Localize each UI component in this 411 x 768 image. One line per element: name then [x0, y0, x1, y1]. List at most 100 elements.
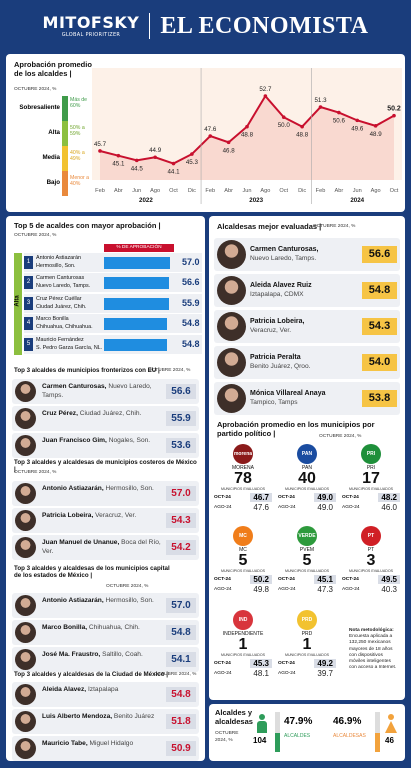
x-tick-label: Feb [205, 188, 215, 194]
rank-badge: 4 [24, 317, 33, 331]
data-point [373, 124, 378, 128]
party-ago-row: AGO-24 39.7 [277, 669, 337, 678]
alcaldesa-name: Aleida Alavez Ruiz [250, 282, 312, 289]
oct-value: 45.3 [250, 659, 272, 668]
party-name: PRI [366, 465, 376, 471]
party-name: MC [239, 547, 247, 553]
ago-value: 47.6 [253, 503, 269, 512]
party-logo-icon: PT [361, 526, 381, 546]
alcaldesas-subtitle: OCTUBRE 2024, % [313, 224, 356, 229]
year-label: 2024 [350, 197, 364, 204]
partidos-subtitle: OCTUBRE 2024, % [319, 434, 362, 439]
men-pct: 47.9% [284, 716, 313, 727]
alcaldesa-card: Aleida Alavez Ruiz Iztapalapa, CDMX 54.8 [214, 274, 400, 307]
data-point [153, 155, 157, 160]
top5-row: 1 Antonio Astiazarán Hermosillo, Son. 57.0 [24, 253, 202, 273]
top5-bar [104, 318, 167, 331]
oct-value: 49.0 [314, 493, 336, 502]
list-item: Antonio Astiazarán, Hermosillo, Son. 57.0 [12, 481, 199, 506]
band-range: Más de 60% [70, 97, 88, 110]
list-item-city: Saltillo, Coah. [100, 651, 143, 658]
avatar [15, 435, 36, 456]
top5-list: 1 Antonio Astiazarán Hermosillo, Son. 57.0 2… [24, 253, 202, 355]
band-range: Menor a 40% [70, 175, 90, 188]
party-count: 17 [362, 470, 380, 487]
list-item-city: Benito Juárez [112, 713, 155, 720]
women-count: 46 [385, 736, 394, 745]
top5-value: 56.6 [182, 277, 200, 288]
data-label: 50.6 [333, 118, 346, 125]
top5-value: 54.8 [182, 318, 200, 329]
avatar [217, 276, 246, 305]
man-icon [255, 714, 269, 734]
alcaldesa-name: Carmen Canturosas, [250, 246, 319, 253]
methodology-note: Nota metodológica: Encuesta aplicada a 1… [349, 628, 399, 672]
data-point [318, 105, 323, 109]
avatar [217, 312, 246, 341]
list-item-name: Aleida Alavez, Iztapalapa [42, 686, 119, 693]
party-card: VERDE PVEM 5 MUNICIPIOS EVALUADOS OCT-24 45.1… [277, 526, 337, 606]
year-label: 2022 [139, 197, 153, 204]
ago-value: 39.7 [317, 669, 333, 678]
data-label: 45.7 [94, 141, 107, 148]
top5-value: 55.9 [182, 297, 200, 308]
list-item-city: Veracruz, Ver. [93, 512, 137, 519]
ago-label: AGO-24 [278, 505, 296, 510]
avatar [15, 595, 36, 616]
ago-label: AGO-24 [214, 671, 232, 676]
party-card: MC MC 5 MUNICIPIOS EVALUADOS OCT-24 50.2 AGO-2… [213, 526, 273, 606]
list-item-score: 54.3 [166, 513, 196, 528]
x-tick-label: Ago [371, 188, 381, 194]
list-item-city: Nuevo Laredo, Tamps. [42, 383, 152, 399]
party-name: PT [367, 547, 375, 553]
data-label: 48.9 [370, 131, 383, 138]
band-media: Media 40% a 49% [10, 146, 90, 171]
alcaldesa-city: Nuevo Laredo, Tamps. [250, 255, 317, 262]
data-point [190, 152, 194, 156]
party-oct-row: OCT-24 48.2 [341, 493, 401, 502]
party-eval-label: MUNICIPIOS EVALUADOS [220, 487, 266, 491]
alcaldesa-city: Benito Juárez, Qroo. [250, 363, 311, 370]
x-tick-label: Feb [95, 188, 105, 194]
party-ago-row: AGO-24 49.8 [213, 585, 273, 594]
list-item: Juan Manuel de Unanue, Boca del Río, Ver… [12, 535, 199, 560]
party-logo-icon: PAN [297, 444, 317, 464]
oct-label: OCT-24 [278, 661, 295, 666]
avatar [217, 240, 246, 269]
rank-badge: 3 [24, 296, 33, 310]
right-column: Alcaldesas mejor evaluadas | OCTUBRE 202… [209, 216, 405, 700]
band-swatch [62, 146, 68, 171]
party-logo-icon: morena [233, 444, 253, 464]
oct-value: 50.2 [250, 575, 272, 584]
top5-row: 2 Carmen Canturosas Nuevo Laredo, Tamps. 56… [24, 273, 202, 294]
top5-city: Chihuahua, Chihuahua. [36, 324, 93, 331]
list-item-score: 51.8 [166, 714, 196, 729]
list-item-name: Juan Francisco Gim, Nogales, Son. [42, 437, 151, 444]
avatar [15, 483, 36, 504]
data-label: 52.7 [259, 86, 272, 93]
list-item-score: 50.9 [166, 741, 196, 756]
party-card: PT PT 3 MUNICIPIOS EVALUADOS OCT-24 49.5 AGO-2… [341, 526, 401, 606]
oct-value: 49.2 [314, 659, 336, 668]
avatar [15, 684, 36, 705]
list-item: Antonio Astiazarán, Hermosillo, Son. 57.0 [12, 593, 199, 618]
party-ago-row: AGO-24 49.0 [277, 503, 337, 512]
alcaldesa-card: Carmen Canturosas, Nuevo Laredo, Tamps. 56… [214, 238, 400, 271]
band-range: 40% a 49% [70, 150, 85, 163]
list-item: Mauricio Tabe, Miguel Hidalgo 50.9 [12, 736, 199, 761]
mitofsky-logo: MITOFSKY GLOBAL PRIORITIZER [43, 14, 140, 38]
alcaldesa-name: Patricia Peralta [250, 354, 301, 361]
chart-panel: Aprobación promedio de los alcaldes | OC… [6, 54, 405, 212]
data-point [208, 134, 213, 138]
costeros-subtitle: OCTUBRE 2024, % [14, 470, 57, 475]
alcaldesa-name: Mónica Villareal Anaya [250, 390, 326, 397]
x-tick-label: Abr [114, 188, 123, 194]
list-item-city: Hermosillo, Son. [103, 485, 154, 492]
list-item-name: Juan Manuel de Unanue, Boca del Río, Ver… [42, 539, 161, 555]
line-chart: 45.7 45.1 44.5 44.9 44.1 45.3 47.6 46.8 48.8 52.7… [92, 68, 402, 204]
band-legend: Sobresaliente Más de 60% Alta 50% a 59% … [10, 96, 90, 196]
top5-side-bar: Alta [14, 253, 22, 355]
top5-name: Antonio Astiazarán [36, 255, 81, 261]
band-label: Sobresaliente [19, 104, 60, 111]
data-point [300, 124, 304, 129]
